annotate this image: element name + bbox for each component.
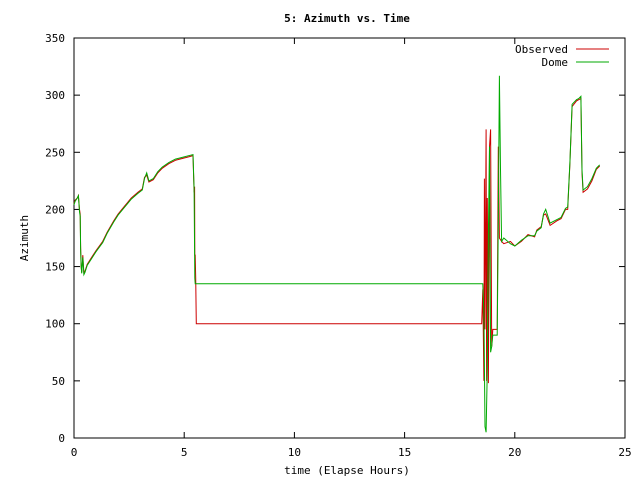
y-axis-label: Azimuth xyxy=(18,215,31,261)
series-lines xyxy=(73,75,601,433)
y-tick-label: 100 xyxy=(45,318,65,331)
legend-label-observed: Observed xyxy=(515,43,568,56)
x-tick-label: 15 xyxy=(398,446,411,459)
y-tick-label: 0 xyxy=(58,432,65,445)
series-line-dome xyxy=(73,75,601,433)
x-tick-label: 0 xyxy=(71,446,78,459)
y-tick-label: 300 xyxy=(45,89,65,102)
x-tick-label: 25 xyxy=(618,446,631,459)
plot-frame xyxy=(73,37,626,439)
chart-title: 5: Azimuth vs. Time xyxy=(284,12,410,25)
x-tick-label: 10 xyxy=(288,446,301,459)
x-axis-label: time (Elapse Hours) xyxy=(284,464,410,477)
y-tick-label: 350 xyxy=(45,32,65,45)
y-axis-ticks: 0 50 100 150 200 250 300 350 xyxy=(45,32,625,445)
y-tick-label: 50 xyxy=(52,375,65,388)
legend-label-dome: Dome xyxy=(542,56,569,69)
y-tick-label: 250 xyxy=(45,146,65,159)
x-tick-label: 5 xyxy=(181,446,188,459)
x-tick-label: 20 xyxy=(508,446,521,459)
x-axis-ticks: 0 5 10 15 20 25 xyxy=(71,38,632,459)
y-tick-label: 200 xyxy=(45,203,65,216)
y-tick-label: 150 xyxy=(45,261,65,274)
